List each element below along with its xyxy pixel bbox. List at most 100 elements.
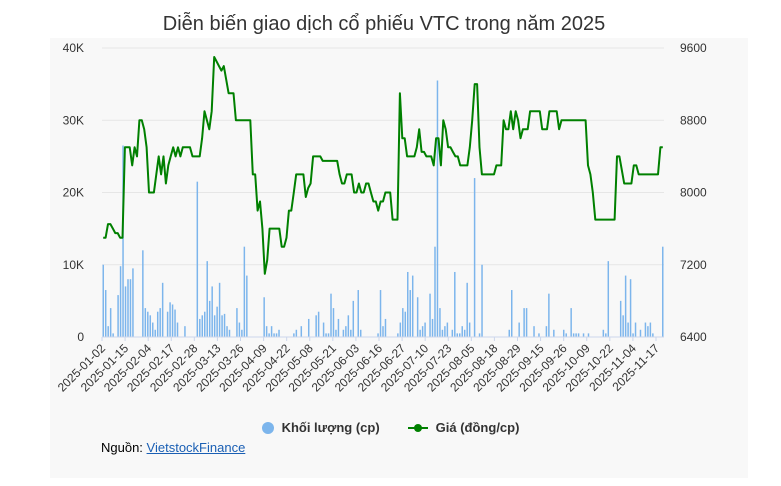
y-right-tick-label: 6400 [680,330,707,344]
volume-bar [466,282,468,337]
volume-bar [384,318,387,337]
volume-bar [644,322,647,337]
volume-bar [211,286,213,337]
volume-bar [570,308,572,337]
chart-title: Diễn biến giao dịch cổ phiếu VTC trong n… [162,13,606,35]
volume-bar [629,279,632,337]
volume-bar [399,322,402,337]
volume-bar [142,250,144,337]
volume-bar [174,309,176,337]
legend-price-marker [407,422,428,434]
y-left-tick-label: 30K [63,113,84,127]
volume-bar [377,333,379,337]
volume-bar [117,295,119,337]
volume-bar [649,322,652,337]
volume-bar [322,322,325,337]
volume-bar [545,326,548,337]
volume-bar [419,329,421,337]
volume-bar [201,315,204,337]
legend-item-price[interactable]: Giá (đồng/cp) [407,420,520,435]
volume-bar [152,322,154,337]
volume-bar [156,311,159,337]
volume-bar [379,290,382,337]
volume-bar [416,297,419,337]
volume-bar [525,308,528,337]
price-line [103,56,663,275]
volume-bar [270,326,273,337]
y-right-tick-label: 8000 [680,186,707,200]
volume-bar [436,80,439,337]
volume-bar [206,261,208,337]
volume-bar [627,322,629,337]
legend-price-label: Giá (đồng/cp) [435,420,520,435]
volume-bar [622,315,624,337]
volume-bar [382,326,384,337]
volume-bar [439,308,441,337]
volume-bar [218,282,221,337]
volume-bar [307,318,310,337]
volume-bar [241,329,243,337]
volume-bar [518,322,520,337]
volume-bar [293,333,295,337]
volume-bar [602,329,605,337]
y-left-tick-label: 40K [63,41,84,55]
volume-bar [468,322,471,337]
volume-bar [243,246,246,337]
volume-bar [337,318,340,337]
volume-bar [478,333,481,337]
volume-bar [275,333,278,337]
volume-bar [315,315,317,337]
volume-bar [161,282,164,337]
volume-bar [352,300,355,337]
volume-bar [639,329,642,337]
volume-bar [350,329,352,337]
legend-volume-marker [261,421,274,434]
volume-bar [236,308,238,337]
volume-bar [132,268,134,337]
volume-bar [538,333,540,337]
volume-bar [238,322,241,337]
volume-bar [431,318,434,337]
volume-bar [481,264,483,337]
volume-bars [102,80,664,337]
volume-bar [278,329,280,337]
volume-bar [454,271,456,337]
volume-bar [632,333,634,337]
volume-bar [104,290,107,337]
volume-bar [124,286,127,337]
volume-bar [407,271,409,337]
volume-bar [300,326,303,337]
volume-bar [127,279,129,337]
volume-bar [444,326,446,337]
volume-bar [421,326,424,337]
volume-bar [359,329,362,337]
volume-bar [652,333,654,337]
volume-bar [342,329,345,337]
volume-bar [265,326,268,337]
volume-bar [441,329,444,337]
source-link[interactable]: VietstockFinance [146,440,246,455]
volume-bar [575,333,577,337]
volume-bar [154,329,156,337]
volume-bar [565,333,567,337]
volume-bar [176,322,179,337]
volume-bar [397,333,399,337]
volume-bar [404,311,407,337]
volume-bar [246,275,248,337]
volume-bar [409,290,411,337]
legend-item-volume[interactable]: Khối lượng (cp) [261,420,380,435]
volume-bar [147,311,149,337]
volume-bar [144,308,147,337]
volume-bar [102,264,104,337]
volume-bar [619,300,622,337]
volume-bar [548,293,550,337]
volume-bar [199,318,201,337]
volume-bar [330,293,332,337]
volume-bar [216,306,218,337]
volume-bar [662,246,664,337]
volume-bar [424,322,426,337]
volume-bar [208,300,211,337]
volume-bar [107,326,109,337]
volume-bar [434,246,436,337]
volume-bar [533,326,535,337]
